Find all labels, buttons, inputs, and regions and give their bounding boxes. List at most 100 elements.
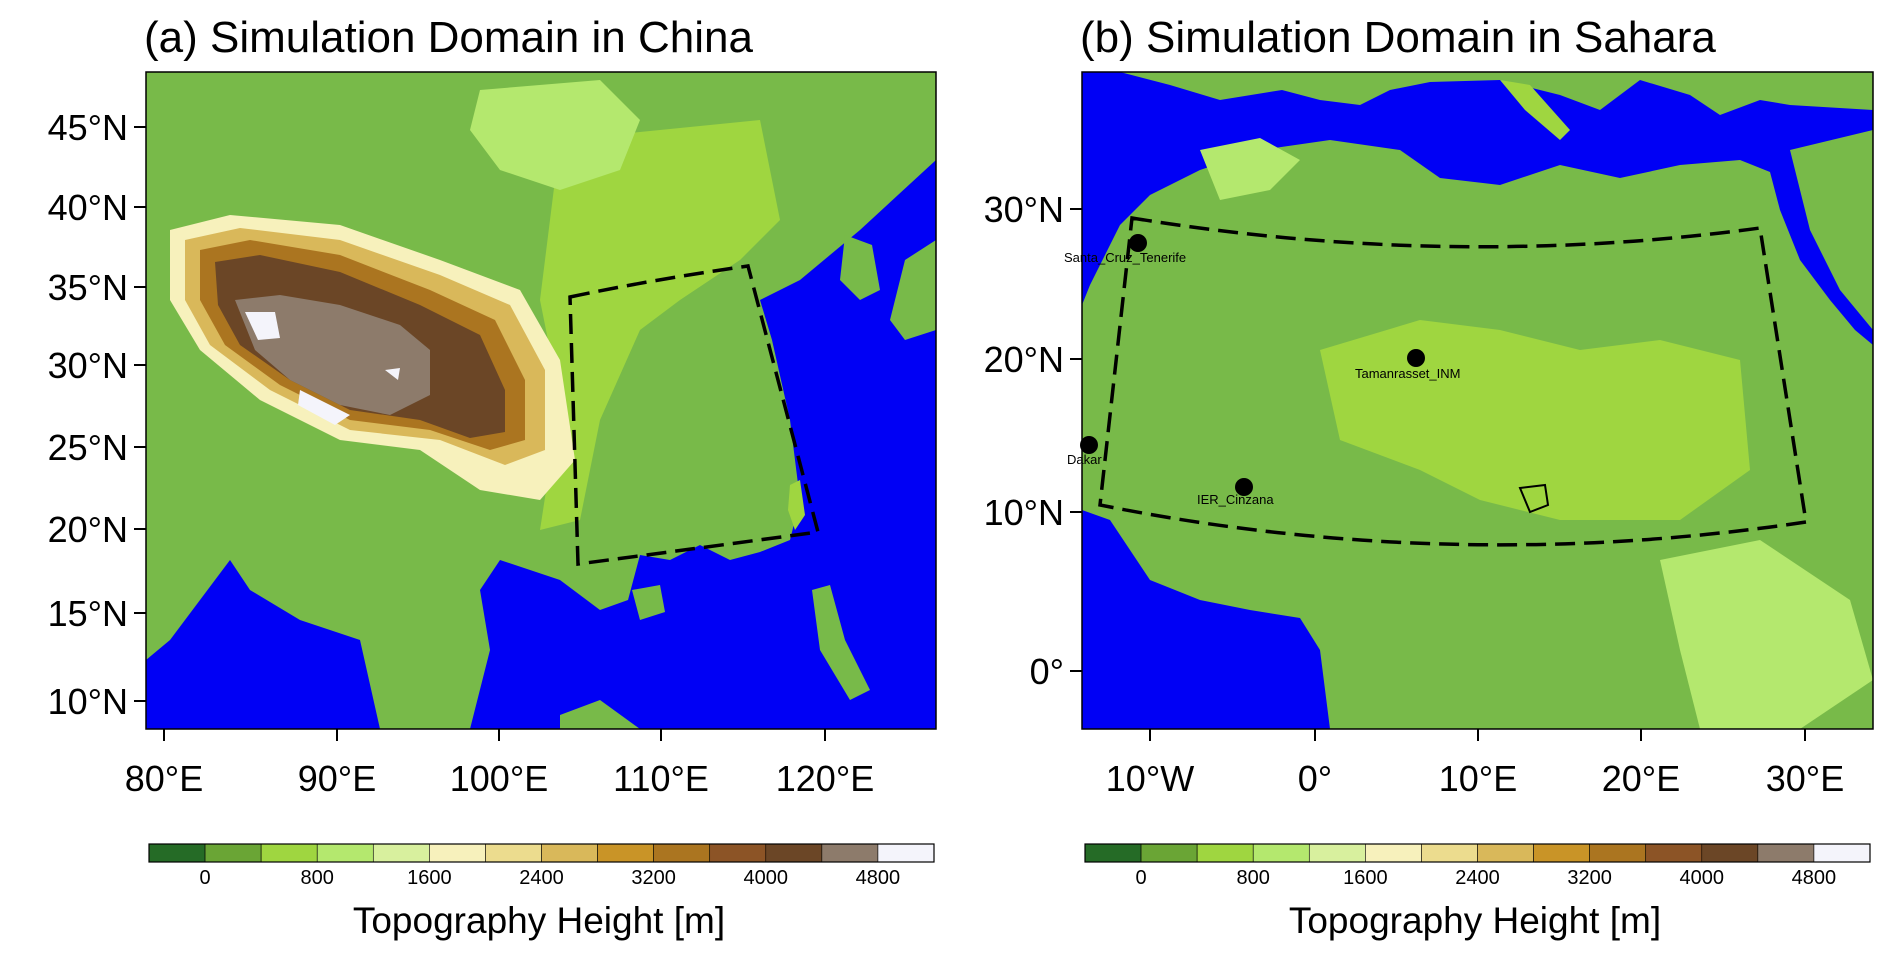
colorbar-tick-label: 800 — [301, 867, 334, 889]
panel-b: (b) Simulation Domain in Sahara Santa_Cr… — [984, 13, 1874, 941]
lat-tick-label: 40°N — [48, 187, 128, 228]
lake-chad — [1518, 483, 1550, 514]
colorbar-tick-label: 4000 — [744, 867, 789, 889]
lat-tick-label: 10°N — [984, 492, 1064, 533]
colorbar-swatch — [1701, 843, 1759, 863]
colorbar-swatch — [653, 843, 711, 863]
colorbar-swatch — [429, 843, 486, 863]
colorbar-tick-label: 3200 — [1567, 867, 1612, 889]
station-label: Dakar — [1067, 452, 1102, 467]
lon-tick-label: 10°E — [1439, 758, 1517, 799]
colorbar-swatch — [1589, 843, 1647, 863]
panel-a: (a) Simulation Domain in China — [48, 13, 937, 941]
colorbar-a: 0 800 1600 2400 3200 4000 4800 — [148, 843, 935, 889]
colorbar-swatch — [821, 843, 879, 863]
lon-axis-a: 80°E 90°E 100°E 110°E 120°E — [125, 729, 874, 799]
colorbar-swatch — [148, 843, 206, 863]
lon-tick-label: 110°E — [613, 758, 709, 799]
land-arabia — [1790, 130, 1873, 330]
terrain-light-b3 — [1200, 138, 1300, 200]
plateau-snow-2 — [298, 390, 350, 425]
lon-tick-label: 30°E — [1766, 758, 1844, 799]
lon-tick-label: 120°E — [776, 758, 874, 799]
panel-b-title: (b) Simulation Domain in Sahara — [1080, 13, 1716, 62]
colorbar-swatch — [877, 843, 935, 863]
lon-tick-label: 20°E — [1602, 758, 1680, 799]
plateau-snow-3 — [385, 368, 400, 380]
colorbar-swatch — [1365, 843, 1422, 863]
plateau-l5 — [235, 295, 430, 415]
colorbar-tick-label: 800 — [1237, 867, 1270, 889]
lon-tick-label: 10°W — [1106, 758, 1194, 799]
colorbar-swatch — [709, 843, 767, 863]
map-b — [1082, 72, 1873, 729]
lon-tick-label: 100°E — [450, 758, 548, 799]
land-europe — [1082, 72, 1873, 115]
colorbar-swatch — [541, 843, 598, 863]
station-santa-cruz: Santa_Cruz_Tenerife — [1064, 234, 1186, 265]
lat-tick-label: 20°N — [48, 509, 128, 550]
colorbar-tick-label: 2400 — [519, 867, 564, 889]
map-a — [146, 72, 936, 729]
lat-tick-label: 30°N — [984, 189, 1064, 230]
lat-tick-label: 0° — [1030, 651, 1064, 692]
lon-tick-label: 90°E — [298, 758, 376, 799]
station-tamanrasset: Tamanrasset_INM — [1355, 349, 1460, 381]
colorbar-swatch — [1140, 843, 1198, 863]
station-ier-cinzana: IER_Cinzana — [1197, 478, 1274, 507]
plateau-snow-1 — [245, 312, 280, 340]
colorbar-tick-label: 1600 — [407, 867, 452, 889]
colorbar-tick-label: 4000 — [1680, 867, 1725, 889]
station-dakar: Dakar — [1067, 436, 1102, 467]
frame-a — [145, 71, 937, 730]
colorbar-tick-label: 4800 — [856, 867, 901, 889]
terrain-light-a — [540, 120, 780, 530]
colorbar-swatch — [597, 843, 654, 863]
colorbar-swatch — [485, 843, 542, 863]
domain-box-b — [1098, 215, 1809, 547]
land-philippines — [812, 585, 870, 700]
colorbar-swatch — [1477, 843, 1534, 863]
colorbar-frame — [1084, 843, 1871, 863]
colorbar-swatch — [1757, 843, 1815, 863]
domain-box-a — [568, 264, 821, 566]
colorbar-swatch — [1196, 843, 1254, 863]
lat-axis-b: 30°N 20°N 10°N 0° — [984, 189, 1082, 692]
colorbar-swatch — [204, 843, 262, 863]
colorbar-tick-label: 2400 — [1455, 867, 1500, 889]
lat-tick-label: 45°N — [48, 107, 128, 148]
colorbar-swatch — [1308, 843, 1366, 863]
colorbar-tick-label: 0 — [200, 867, 211, 889]
station-label: Santa_Cruz_Tenerife — [1064, 250, 1186, 265]
panel-a-title: (a) Simulation Domain in China — [144, 13, 753, 62]
lon-tick-label: 80°E — [125, 758, 203, 799]
terrain-light-b1 — [1320, 320, 1750, 520]
colorbar-swatch — [1252, 843, 1310, 863]
lon-axis-b: 10°W 0° 10°E 20°E 30°E — [1106, 729, 1844, 799]
colorbar-b-title: Topography Height [m] — [1289, 900, 1661, 941]
terrain-light-b2 — [1660, 540, 1873, 729]
colorbar-swatch — [1533, 843, 1590, 863]
colorbar-a-title: Topography Height [m] — [353, 900, 725, 941]
colorbar-tick-label: 3200 — [631, 867, 676, 889]
lat-tick-label: 25°N — [48, 427, 128, 468]
colorbar-b: 0 800 1600 2400 3200 4000 4800 — [1084, 843, 1871, 889]
lat-axis-a: 45°N 40°N 35°N 30°N 25°N 20°N 15°N 10°N — [48, 107, 146, 722]
lat-tick-label: 35°N — [48, 267, 128, 308]
colorbar-tick-label: 0 — [1136, 867, 1147, 889]
land-hainan — [632, 585, 665, 620]
land-indonesia — [560, 700, 640, 729]
station-label: Tamanrasset_INM — [1355, 366, 1460, 381]
colorbar-swatch — [1421, 843, 1478, 863]
land-italy — [1500, 80, 1570, 140]
land-japan — [890, 240, 936, 340]
colorbar-swatch — [1645, 843, 1703, 863]
colorbar-swatch — [260, 843, 318, 863]
colorbar-swatch — [372, 843, 430, 863]
lat-tick-label: 15°N — [48, 593, 128, 634]
colorbar-swatch — [1813, 843, 1871, 863]
colorbar-frame — [148, 843, 935, 863]
lat-tick-label: 20°N — [984, 339, 1064, 380]
colorbar-swatch — [316, 843, 374, 863]
